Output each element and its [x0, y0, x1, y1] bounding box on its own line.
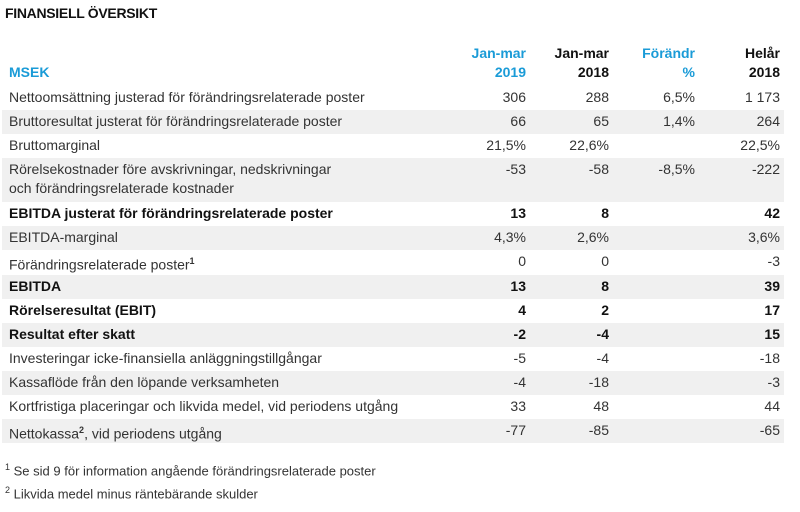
- cell-value: 264: [699, 110, 784, 134]
- cell-value: 1 173: [744, 89, 780, 105]
- cell-value: -222: [699, 158, 784, 202]
- row-label: Bruttoresultat justerat för förändringsr…: [2, 110, 439, 134]
- table-header: MSEK Jan-mar 2019 Jan-mar 2018 Förändr% He…: [2, 44, 784, 86]
- cell-value: -77: [439, 418, 530, 444]
- column-header: Helår 2018: [744, 45, 780, 80]
- table-row: Investeringar icke-finansiella anläggnin…: [2, 347, 784, 371]
- footnote: 1 Se sid 9 för information angående förä…: [5, 462, 376, 479]
- cell-value: 22,5%: [740, 137, 780, 153]
- cell-value: -2: [439, 322, 530, 347]
- cell-value: [613, 418, 699, 444]
- footnote-mark: 2: [79, 424, 85, 435]
- cell-value: -58: [530, 158, 613, 202]
- column-header: Förändr%: [642, 45, 695, 80]
- cell-value: 22,6%: [569, 137, 609, 153]
- cell-value: [613, 299, 699, 323]
- row-label: Förändringsrelaterade poster1: [9, 256, 195, 273]
- cell-value: -3: [699, 370, 784, 395]
- cell-value: 17: [764, 301, 780, 318]
- table-row: Nettoomsättning justerad för förändrings…: [2, 86, 784, 110]
- cell-value: -3: [767, 253, 780, 269]
- footnote-mark: 1: [189, 256, 195, 266]
- table-row: EBITDA justerat för förändringsrelaterad…: [2, 202, 784, 226]
- cell-value: 3,6%: [699, 226, 784, 250]
- cell-value: -4: [530, 322, 613, 347]
- cell-value: [613, 370, 699, 395]
- column-header: Jan-mar 2019: [471, 45, 526, 80]
- cell-value: 6,5%: [663, 89, 695, 105]
- cell-value: 15: [699, 322, 784, 347]
- table-row: Rörelsekostnader före avskrivningar, ned…: [2, 158, 784, 202]
- cell-value: -4: [439, 370, 530, 395]
- row-label: Rörelseresultat (EBIT): [9, 301, 157, 318]
- cell-value: 2: [601, 301, 609, 318]
- cell-value: [613, 202, 699, 226]
- cell-value: 66: [439, 110, 530, 134]
- cell-value: -18: [530, 370, 613, 395]
- cell-value: 4,3%: [439, 226, 530, 250]
- cell-value: -65: [699, 418, 784, 444]
- table-row: Rörelseresultat (EBIT) 4 2 17: [2, 299, 784, 323]
- cell-value: -4: [596, 349, 609, 366]
- column-header: Jan-mar 2018: [554, 45, 609, 80]
- financial-overview-table: MSEK Jan-mar 2019 Jan-mar 2018 Förändr% He…: [2, 44, 784, 444]
- cell-value: -8,5%: [613, 158, 699, 202]
- cell-value: -53: [439, 158, 530, 202]
- table-row: Bruttomarginal 21,5% 22,6% 22,5%: [2, 134, 784, 158]
- row-label: Investeringar icke-finansiella anläggnin…: [9, 349, 322, 366]
- cell-value: 306: [502, 89, 526, 105]
- cell-value: 33: [510, 397, 526, 414]
- table-row: EBITDA 13 8 39: [2, 274, 784, 299]
- row-label: Kassaflöde från den löpande verksamheten: [2, 370, 439, 395]
- cell-value: -18: [759, 349, 780, 366]
- cell-value: 1,4%: [613, 110, 699, 134]
- cell-value: 21,5%: [486, 137, 526, 153]
- row-label: Nettokassa2, vid periodens utgång: [2, 418, 439, 444]
- cell-value: 2,6%: [530, 226, 613, 250]
- cell-value: 13: [510, 205, 526, 221]
- cell-value: [613, 250, 699, 275]
- row-label: Kortfristiga placeringar och likvida med…: [9, 397, 399, 414]
- cell-value: [613, 395, 699, 419]
- table-row: Förändringsrelaterade poster1 0 0 -3: [2, 250, 784, 275]
- row-label: Bruttomarginal: [9, 137, 101, 153]
- cell-value: 0: [518, 253, 526, 269]
- row-label: EBITDA justerat för förändringsrelaterad…: [9, 205, 333, 221]
- cell-value: 44: [764, 397, 780, 414]
- cell-value: 48: [593, 397, 609, 414]
- table-row: Nettokassa2, vid periodens utgång -77 -85 -…: [2, 418, 784, 444]
- cell-value: 8: [530, 274, 613, 299]
- row-label: Rörelsekostnader före avskrivningar, ned…: [2, 158, 439, 202]
- cell-value: 65: [530, 110, 613, 134]
- cell-value: [613, 226, 699, 250]
- table-row: Resultat efter skatt -2 -4 15: [2, 322, 784, 347]
- page-title: FINANSIELL ÖVERSIKT: [5, 5, 157, 21]
- cell-value: -5: [513, 349, 526, 366]
- table-row: Kassaflöde från den löpande verksamheten…: [2, 370, 784, 395]
- cell-value: 8: [601, 205, 609, 221]
- row-label: Resultat efter skatt: [2, 322, 439, 347]
- cell-value: [613, 274, 699, 299]
- cell-value: 0: [601, 253, 609, 269]
- cell-value: [613, 347, 699, 371]
- cell-value: [613, 134, 699, 158]
- row-label: Nettoomsättning justerad för förändrings…: [9, 89, 365, 105]
- row-label: EBITDA: [2, 274, 439, 299]
- table-row: Kortfristiga placeringar och likvida med…: [2, 395, 784, 419]
- cell-value: 39: [699, 274, 784, 299]
- cell-value: 4: [518, 301, 526, 318]
- row-label: EBITDA-marginal: [2, 226, 439, 250]
- cell-value: 13: [439, 274, 530, 299]
- cell-value: 42: [764, 205, 780, 221]
- unit-header: MSEK: [9, 64, 50, 80]
- cell-value: [613, 322, 699, 347]
- table-row: Bruttoresultat justerat för förändringsr…: [2, 110, 784, 134]
- table-row: EBITDA-marginal 4,3% 2,6% 3,6%: [2, 226, 784, 250]
- cell-value: -85: [530, 418, 613, 444]
- cell-value: 288: [585, 89, 609, 105]
- footnote: 2 Likvida medel minus räntebärande skuld…: [5, 485, 258, 502]
